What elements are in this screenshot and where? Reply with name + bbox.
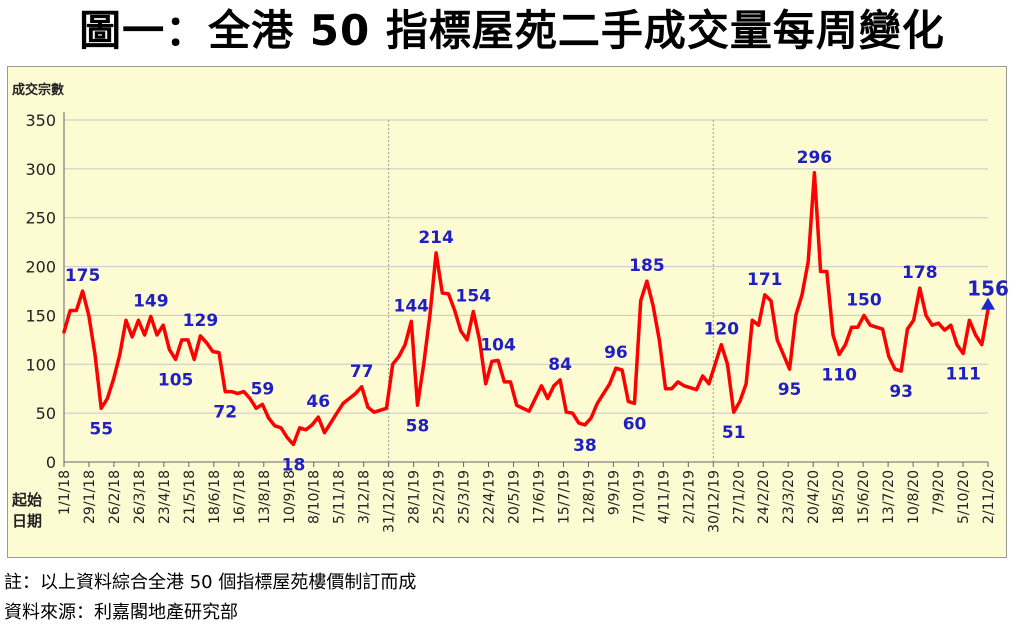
x-tick-label: 21/5/18: [182, 470, 198, 524]
x-tick-label: 13/7/20: [881, 470, 897, 524]
data-label: 55: [89, 419, 113, 439]
y-tick-label: 0: [46, 453, 56, 472]
x-tick-label: 23/3/20: [781, 470, 797, 524]
x-tick-label: 29/1/18: [82, 470, 98, 524]
data-label: 214: [418, 228, 454, 248]
x-tick-label: 4/11/19: [656, 470, 672, 524]
data-label: 120: [704, 320, 740, 340]
data-label: 185: [629, 256, 665, 276]
x-tick-label: 12/8/19: [581, 470, 597, 524]
x-tick-label: 9/9/19: [606, 470, 622, 515]
x-tick-label: 7/9/20: [931, 470, 947, 515]
data-label: 110: [821, 366, 857, 386]
data-label: 38: [573, 436, 597, 456]
x-tick-label: 2/12/19: [681, 470, 697, 524]
x-tick-label: 25/2/19: [432, 470, 448, 524]
data-label: 144: [394, 296, 430, 316]
data-label: 150: [846, 290, 882, 310]
y-tick-label: 200: [25, 258, 56, 277]
data-label: 296: [797, 148, 833, 168]
y-axis-title: 成交宗數: [12, 82, 64, 98]
data-label: 60: [623, 414, 647, 434]
data-label: 171: [747, 270, 783, 290]
data-label: 59: [251, 379, 275, 399]
x-tick-label: 15/7/19: [556, 470, 572, 524]
footnote: 註：以上資料綜合全港 50 個指標屋苑樓價制訂而成: [4, 572, 417, 593]
x-tick-label: 27/1/20: [731, 470, 747, 524]
x-tick-label: 13/8/18: [257, 470, 273, 524]
x-tick-label: 26/3/18: [132, 470, 148, 524]
x-tick-label: 20/4/20: [806, 470, 822, 524]
x-tick-label: 22/4/19: [482, 470, 498, 524]
x-tick-label: 23/4/18: [157, 470, 173, 524]
x-tick-label: 3/12/18: [357, 470, 373, 524]
x-tick-label: 26/2/18: [107, 470, 123, 524]
data-label: 84: [548, 355, 572, 375]
x-tick-label: 24/2/20: [756, 470, 772, 524]
data-label: 77: [350, 362, 374, 382]
x-tick-label: 10/8/20: [906, 470, 922, 524]
x-tick-label: 30/12/19: [706, 470, 722, 533]
x-tick-label: 10/9/18: [282, 470, 298, 524]
data-label: 93: [889, 382, 913, 402]
x-tick-label: 5/10/20: [956, 470, 972, 524]
x-tick-label: 20/5/19: [507, 470, 523, 524]
y-tick-label: 250: [25, 209, 56, 228]
data-label: 129: [183, 311, 219, 331]
x-tick-label: 1/1/18: [57, 470, 73, 515]
y-tick-label: 50: [36, 404, 56, 423]
data-label: 111: [945, 365, 981, 385]
y-tick-label: 300: [25, 160, 56, 179]
y-tick-label: 150: [25, 306, 56, 325]
x-tick-label: 5/11/18: [332, 470, 348, 524]
x-tick-label: 18/5/20: [831, 470, 847, 524]
x-tick-label: 31/12/18: [382, 470, 398, 533]
chart-panel: [7, 66, 1007, 558]
data-label: 46: [306, 392, 330, 412]
data-label: 149: [133, 291, 169, 311]
x-axis-title: 起始: [11, 491, 42, 509]
x-tick-label: 8/10/18: [307, 470, 323, 524]
x-tick-label: 28/1/19: [407, 470, 423, 524]
x-axis-title: 日期: [12, 512, 42, 530]
data-label: 18: [282, 455, 306, 475]
data-label: 58: [406, 416, 430, 436]
x-tick-label: 18/6/18: [207, 470, 223, 524]
x-tick-label: 7/10/19: [631, 470, 647, 524]
chart-title: 圖一：全港 50 指標屋苑二手成交量每周變化: [79, 6, 945, 55]
data-label: 95: [778, 380, 802, 400]
y-tick-label: 100: [25, 355, 56, 374]
x-tick-label: 25/3/19: [457, 470, 473, 524]
data-label: 72: [213, 403, 237, 423]
data-label: 156: [967, 277, 1009, 301]
data-label: 104: [480, 335, 516, 355]
data-label: 175: [65, 266, 101, 286]
x-tick-label: 15/6/20: [856, 470, 872, 524]
source-note: 資料來源：利嘉閣地產研究部: [4, 602, 238, 623]
series-line: [62, 171, 990, 447]
x-tick-label: 16/7/18: [232, 470, 248, 524]
data-label: 96: [604, 343, 628, 363]
data-label: 51: [722, 423, 746, 443]
x-tick-label: 17/6/19: [531, 470, 547, 524]
last-point-marker: [981, 297, 995, 310]
data-label: 105: [158, 370, 194, 390]
data-label: 154: [456, 287, 492, 307]
y-tick-label: 350: [25, 111, 56, 130]
x-tick-label: 2/11/20: [981, 470, 997, 524]
data-label: 178: [902, 263, 938, 283]
